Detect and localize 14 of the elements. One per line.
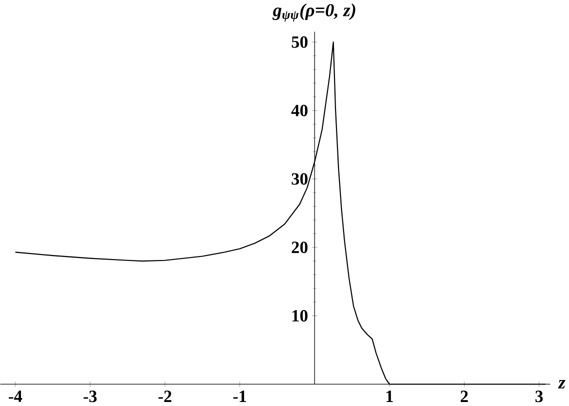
y-tick-label: 50 <box>292 36 308 48</box>
y-tick-label: 20 <box>292 242 308 254</box>
y-axis-title: g$_{ψψ}$(ρ=0, z) <box>272 4 356 22</box>
y-tick-label: 10 <box>292 310 308 322</box>
x-tick-label: -3 <box>84 390 97 402</box>
x-tick-label: -2 <box>158 390 172 402</box>
x-tick-label: -1 <box>233 390 246 402</box>
x-axis-title: z <box>558 380 566 389</box>
x-tick-label: 1 <box>386 390 393 402</box>
y-tick-label: 40 <box>291 104 308 116</box>
x-tick-label: -4 <box>8 390 22 402</box>
y-tick-label: 30 <box>292 173 308 185</box>
x-tick-label: 3 <box>535 390 543 402</box>
x-tick-label: 2 <box>460 390 468 402</box>
